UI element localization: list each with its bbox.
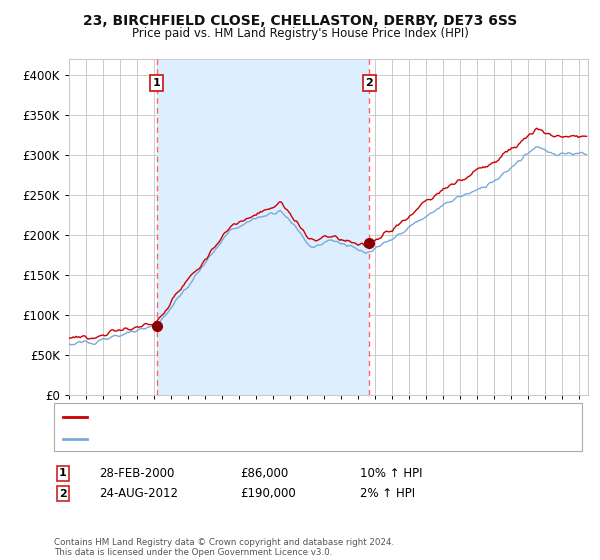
Bar xyxy=(157,59,370,395)
Text: 2% ↑ HPI: 2% ↑ HPI xyxy=(360,487,415,501)
Text: HPI: Average price, detached house, City of Derby: HPI: Average price, detached house, City… xyxy=(92,434,353,444)
Text: 23, BIRCHFIELD CLOSE, CHELLASTON, DERBY, DE73 6SS (detached house): 23, BIRCHFIELD CLOSE, CHELLASTON, DERBY,… xyxy=(92,412,479,422)
Text: 1: 1 xyxy=(153,78,161,88)
Text: 2: 2 xyxy=(365,78,373,88)
Text: 2: 2 xyxy=(59,489,67,499)
Text: 24-AUG-2012: 24-AUG-2012 xyxy=(99,487,178,501)
Text: Contains HM Land Registry data © Crown copyright and database right 2024.
This d: Contains HM Land Registry data © Crown c… xyxy=(54,538,394,557)
Text: 10% ↑ HPI: 10% ↑ HPI xyxy=(360,466,422,480)
Text: 28-FEB-2000: 28-FEB-2000 xyxy=(99,466,175,480)
Text: £86,000: £86,000 xyxy=(240,466,288,480)
Text: £190,000: £190,000 xyxy=(240,487,296,501)
Text: 23, BIRCHFIELD CLOSE, CHELLASTON, DERBY, DE73 6SS: 23, BIRCHFIELD CLOSE, CHELLASTON, DERBY,… xyxy=(83,14,517,28)
Text: Price paid vs. HM Land Registry's House Price Index (HPI): Price paid vs. HM Land Registry's House … xyxy=(131,27,469,40)
Text: 1: 1 xyxy=(59,468,67,478)
